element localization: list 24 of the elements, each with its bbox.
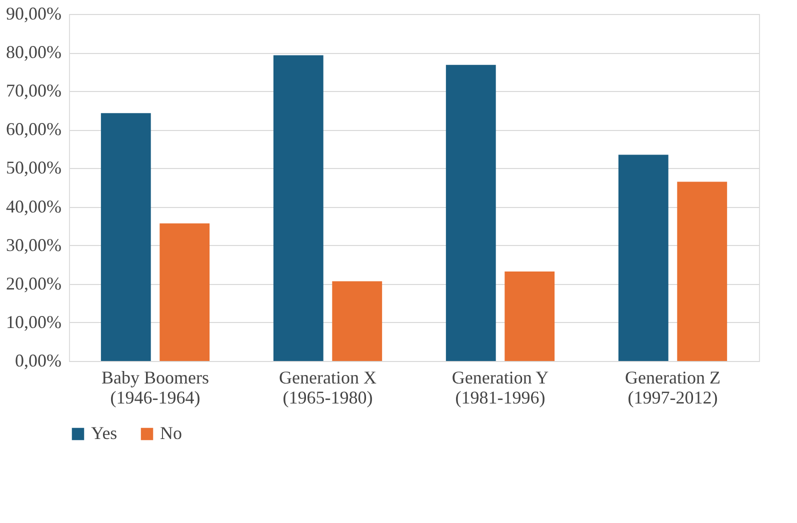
legend-label: No <box>160 423 182 443</box>
bar <box>100 113 151 361</box>
y-tick-label: 30,00% <box>6 234 62 255</box>
bar <box>504 272 555 361</box>
bar <box>446 64 496 361</box>
x-tick-label: Generation Y (1981-1996) <box>452 368 549 408</box>
y-tick-label: 20,00% <box>6 273 62 294</box>
bar <box>677 182 728 361</box>
y-tick-label: 60,00% <box>6 119 62 140</box>
bar <box>618 154 668 361</box>
bar <box>160 223 210 361</box>
y-tick-label: 90,00% <box>6 4 62 24</box>
x-tick-label: Generation Z (1997-2012) <box>625 368 720 408</box>
bar <box>273 55 324 361</box>
bar <box>332 281 382 361</box>
y-tick-label: 50,00% <box>6 158 62 178</box>
y-tick-label: 70,00% <box>6 80 62 101</box>
y-tick-label: 0,00% <box>15 350 62 370</box>
y-tick-label: 80,00% <box>6 42 62 62</box>
y-tick-label: 10,00% <box>6 312 62 332</box>
legend-label: Yes <box>91 423 118 443</box>
x-tick-label: Baby Boomers (1946-1964) <box>102 368 209 408</box>
x-tick-label: Generation X (1965-1980) <box>279 368 376 408</box>
y-tick-label: 40,00% <box>6 196 62 216</box>
